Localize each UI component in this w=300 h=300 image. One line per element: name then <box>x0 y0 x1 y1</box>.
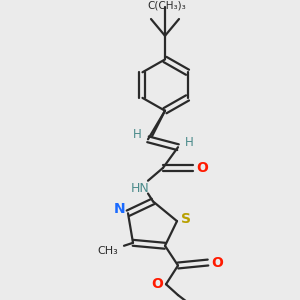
Text: N: N <box>114 202 126 216</box>
Text: S: S <box>181 212 191 226</box>
Text: H: H <box>133 128 141 141</box>
Text: C(CH₃)₃: C(CH₃)₃ <box>148 0 186 10</box>
Text: HN: HN <box>130 182 149 195</box>
Text: CH₃: CH₃ <box>98 246 118 256</box>
Text: H: H <box>184 136 194 149</box>
Text: O: O <box>196 161 208 175</box>
Text: O: O <box>211 256 223 269</box>
Text: O: O <box>151 277 163 291</box>
